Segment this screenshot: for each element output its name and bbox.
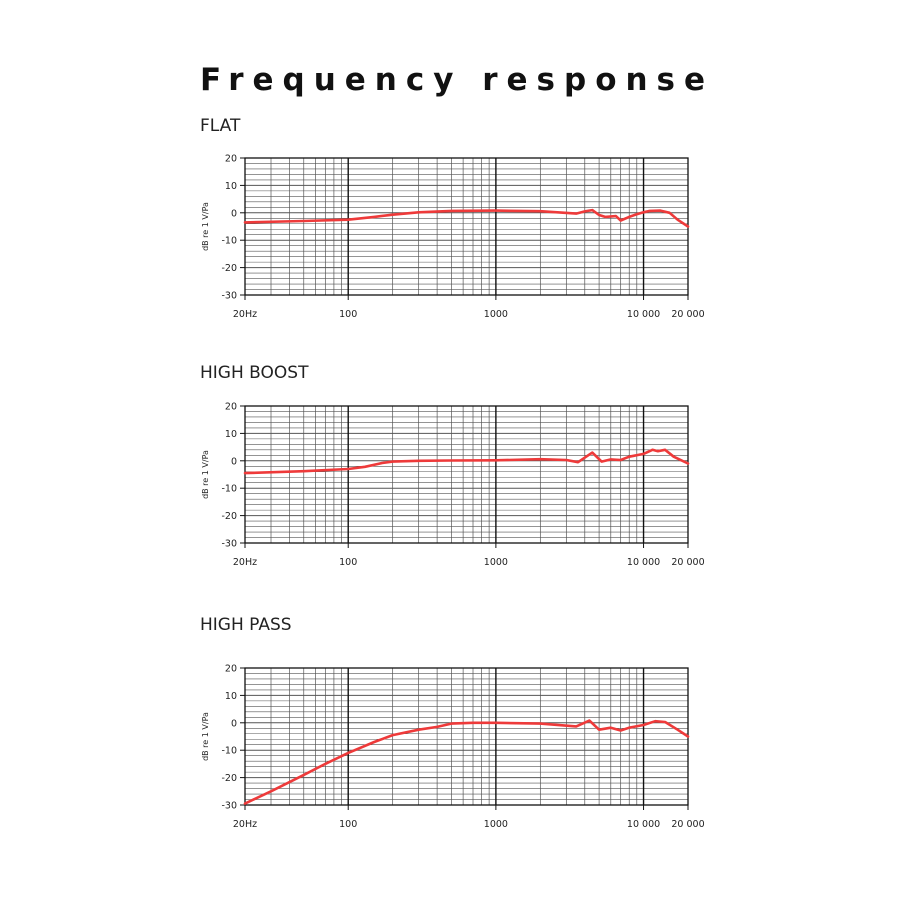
y-tick-label: 10 xyxy=(225,181,237,192)
x-tick-label: 20Hz xyxy=(233,309,257,320)
y-tick-label: -10 xyxy=(221,484,237,495)
page-title: Frequency response xyxy=(200,62,715,98)
y-tick-label: 0 xyxy=(231,456,237,467)
x-tick-label: 20Hz xyxy=(233,557,257,568)
y-tick-label: -30 xyxy=(221,291,237,302)
y-axis-label: dB re 1 V/Pa xyxy=(201,202,210,251)
plot-frame xyxy=(244,667,689,806)
y-tick-label: 0 xyxy=(231,208,237,219)
plot-frame xyxy=(244,157,689,296)
y-tick-label: -20 xyxy=(221,773,237,784)
chart-title-flat: FLAT xyxy=(200,116,241,136)
response-curve xyxy=(243,719,690,805)
plot-frame xyxy=(244,405,689,544)
y-tick-label: 20 xyxy=(225,402,237,413)
x-tick-label: 10 000 xyxy=(627,819,660,830)
x-tick-label: 100 xyxy=(339,557,357,568)
y-tick-label: -30 xyxy=(221,801,237,812)
y-tick-label: 0 xyxy=(231,718,237,729)
y-tick-label: -10 xyxy=(221,746,237,757)
x-tick-label: 100 xyxy=(339,309,357,320)
y-tick-label: -10 xyxy=(221,236,237,247)
x-tick-label: 10 000 xyxy=(627,309,660,320)
y-tick-label: 10 xyxy=(225,691,237,702)
x-tick-label: 20 000 xyxy=(671,557,704,568)
x-tick-label: 20Hz xyxy=(233,819,257,830)
y-tick-label: -30 xyxy=(221,539,237,550)
x-tick-label: 20 000 xyxy=(671,819,704,830)
x-tick-label: 100 xyxy=(339,819,357,830)
x-tick-label: 1000 xyxy=(484,819,508,830)
response-curve xyxy=(243,448,690,475)
chart-title-high-pass: HIGH PASS xyxy=(200,615,292,635)
x-tick-label: 1000 xyxy=(484,557,508,568)
y-tick-label: -20 xyxy=(221,263,237,274)
y-tick-label: 10 xyxy=(225,429,237,440)
y-tick-label: 20 xyxy=(225,664,237,675)
chart-title-high-boost: HIGH BOOST xyxy=(200,363,309,383)
x-tick-label: 1000 xyxy=(484,309,508,320)
x-tick-label: 20 000 xyxy=(671,309,704,320)
x-tick-label: 10 000 xyxy=(627,557,660,568)
y-axis-label: dB re 1 V/Pa xyxy=(201,450,210,499)
y-tick-label: -20 xyxy=(221,511,237,522)
y-axis-label: dB re 1 V/Pa xyxy=(201,712,210,761)
y-tick-label: 20 xyxy=(225,154,237,165)
response-curve xyxy=(243,208,690,228)
